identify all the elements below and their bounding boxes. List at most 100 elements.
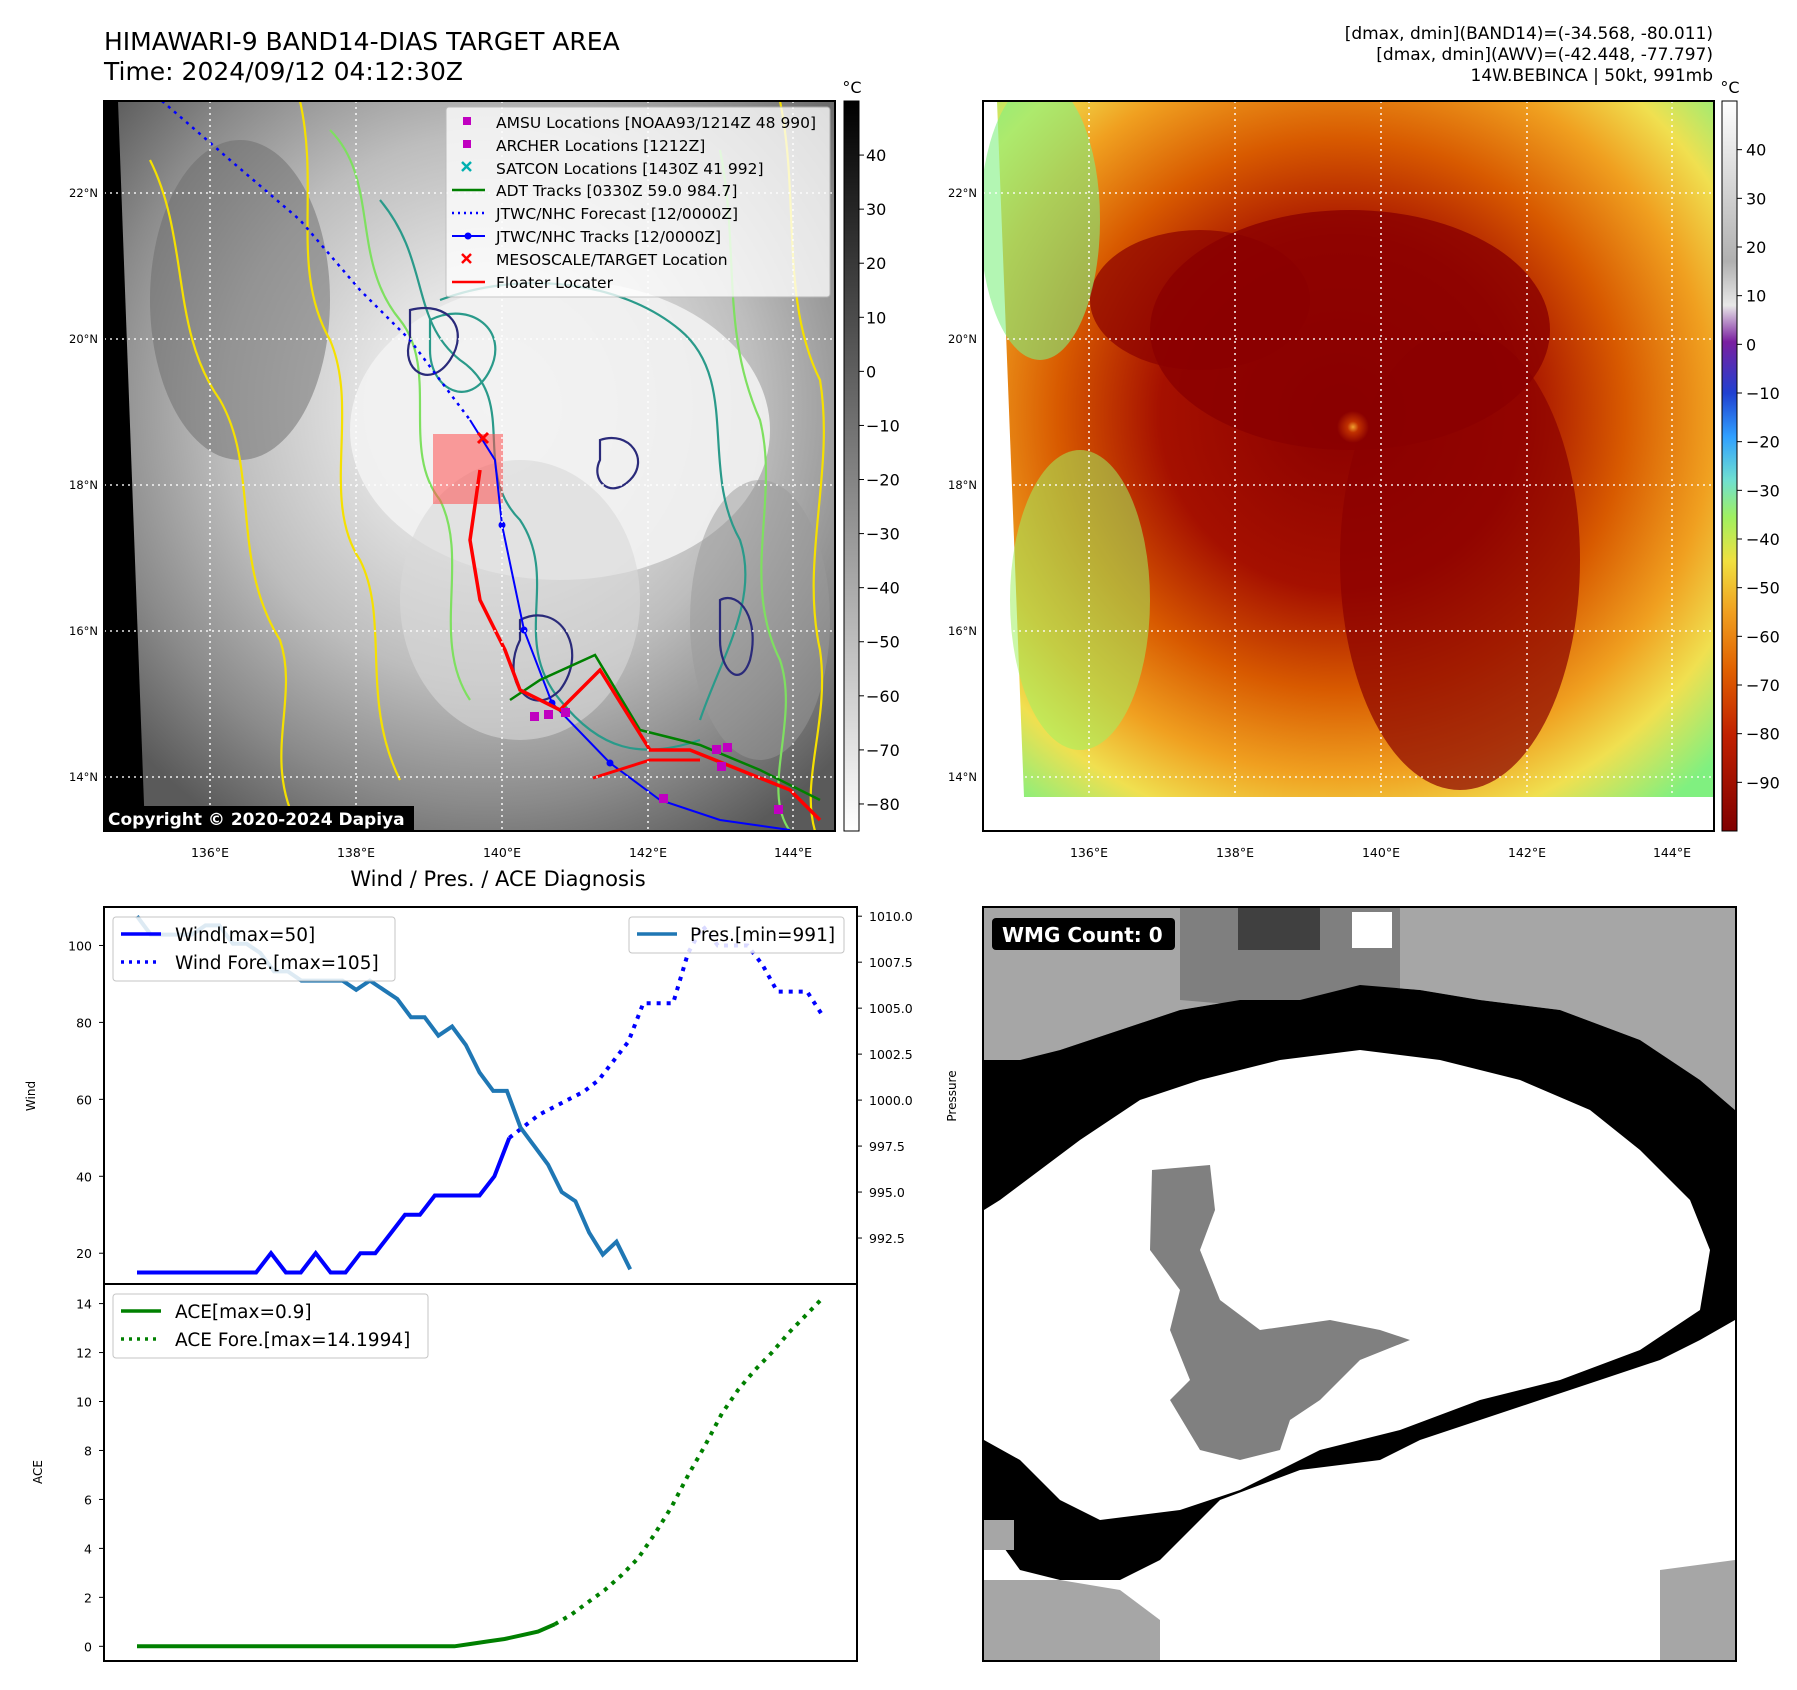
wind-axis-label: Wind: [24, 1081, 38, 1111]
lat-tick-18-right: 18°N: [948, 478, 977, 492]
legend-satcon: SATCON Locations [1430Z 41 992]: [496, 160, 764, 178]
pres-ytick-label: 992.5: [869, 1231, 905, 1246]
floater-box: [433, 434, 503, 504]
colorbar-right-tick-label: −70: [1746, 676, 1780, 695]
colorbar-right-tick-label: −50: [1746, 579, 1780, 598]
colorbar-left-tick-label: −10: [866, 416, 900, 435]
colorbar-right-tick-label: −80: [1746, 725, 1780, 744]
legend-tracks: JTWC/NHC Tracks [12/0000Z]: [495, 228, 721, 246]
wind-ytick-label: 20: [76, 1246, 92, 1261]
copyright-text: Copyright © 2020-2024 Dapiya: [108, 810, 405, 830]
pres-legend: Pres.[min=991]: [628, 916, 845, 954]
lon-tick-140-right: 140°E: [1362, 845, 1400, 860]
ace-legend: ACE[max=0.9] ACE Fore.[max=14.1994]: [112, 1293, 429, 1359]
colorbar-right-tick-label: 0: [1746, 335, 1756, 354]
colorbar-right-tick-label: −20: [1746, 433, 1780, 452]
pres-ytick-label: 995.0: [869, 1185, 905, 1200]
colorbar-left-tick-label: −70: [866, 741, 900, 760]
colorbar-right-tick-label: −60: [1746, 627, 1780, 646]
colorbar-right-tick-label: −40: [1746, 530, 1780, 549]
colorbar-unit-right: °C: [1720, 78, 1739, 97]
pres-ytick-label: 1007.5: [869, 955, 913, 970]
ace-ytick-label: 10: [76, 1395, 92, 1410]
ir-map-panel: Copyright © 2020-2024 Dapiya AMSU Locati…: [69, 100, 836, 860]
colorbar-unit-left: °C: [842, 78, 861, 97]
ace-ytick-label: 2: [84, 1590, 92, 1605]
wind-legend: Wind[max=50] Wind Fore.[max=105]: [112, 916, 396, 982]
stats-line2: [dmax, dmin](AWV)=(-42.448, -77.797): [1376, 45, 1713, 65]
legend-forecast: JTWC/NHC Forecast [12/0000Z]: [495, 205, 738, 223]
lon-tick-144-left: 144°E: [774, 845, 812, 860]
ace-ytick-label: 12: [76, 1346, 92, 1361]
ace-ytick-label: 8: [84, 1443, 92, 1458]
lon-tick-136-left: 136°E: [191, 845, 229, 860]
lon-tick-138-left: 138°E: [337, 845, 375, 860]
pres-ytick-label: 1010.0: [869, 909, 913, 924]
colorbar-right-tick-label: 20: [1746, 238, 1766, 257]
jtwc-forecast-track: [161, 101, 471, 421]
legend-ace-fore: ACE Fore.[max=14.1994]: [175, 1330, 410, 1351]
colorbar-left-tick-label: −40: [866, 579, 900, 598]
lon-tick-144-right: 144°E: [1653, 845, 1691, 860]
awv-map-panel: 136°E 138°E 140°E 142°E 144°E 22°N 20°N …: [948, 100, 1715, 860]
lon-tick-138-right: 138°E: [1216, 845, 1254, 860]
ir-colorbar: °C 40 30 20 10 0 −10 −20 −30 −40 −50 −60 −70 −80: [842, 78, 900, 832]
legend-wind: Wind[max=50]: [175, 925, 315, 946]
legend-wind-fore: Wind Fore.[max=105]: [175, 953, 379, 974]
ace-line: [137, 1622, 556, 1649]
wmg-count-label: WMG Count: 0: [1002, 923, 1163, 947]
wind-pres-chart: 20 40 60 80 100 992.5 995.0 997.5 1000.0 1002.5 10…: [24, 906, 959, 1285]
lat-tick-16-left: 16°N: [69, 624, 98, 638]
awv-colorbar: °C 40 30 20 10 0 −10 −20 −30 −40 −50 −60 −70 −80 −90: [1720, 78, 1780, 832]
lat-tick-16-right: 16°N: [948, 624, 977, 638]
legend-ace: ACE[max=0.9]: [175, 1302, 312, 1323]
map-legend: AMSU Locations [NOAA93/1214Z 48 990] ARC…: [445, 106, 831, 298]
lat-tick-14-left: 14°N: [69, 770, 98, 784]
colorbar-left-tick-label: 0: [866, 362, 876, 381]
legend-meso: MESOSCALE/TARGET Location: [496, 251, 728, 269]
pressure-axis-label: Pressure: [945, 1070, 959, 1121]
wind-line: [137, 1137, 512, 1275]
colorbar-left-tick-label: 20: [866, 254, 886, 273]
figure-title-line1: HIMAWARI-9 BAND14-DIAS TARGET AREA: [104, 27, 620, 56]
wind-ytick-label: 60: [76, 1092, 92, 1107]
storm-info: 14W.BEBINCA | 50kt, 991mb: [1471, 66, 1713, 86]
wind-ytick-label: 40: [76, 1169, 92, 1184]
legend-amsu: AMSU Locations [NOAA93/1214Z 48 990]: [496, 114, 816, 132]
colorbar-right-tick-label: 30: [1746, 189, 1766, 208]
lon-tick-136-right: 136°E: [1070, 845, 1108, 860]
colorbar-right-tick-label: −30: [1746, 481, 1780, 500]
ace-chart: 0 2 4 6 8 10 12 14 ACE ACE[max=0.9] ACE Fore.[m…: [31, 1283, 858, 1662]
colorbar-right-tick-label: −10: [1746, 384, 1780, 403]
legend-floater: Floater Locater: [496, 274, 614, 292]
colorbar-left-tick-label: −30: [866, 525, 900, 544]
colorbar-right-tick-label: −90: [1746, 773, 1780, 792]
pres-ytick-label: 1005.0: [869, 1001, 913, 1016]
colorbar-right-tick-label: 40: [1746, 141, 1766, 160]
colorbar-left-tick-label: −20: [866, 471, 900, 490]
lat-tick-22-left: 22°N: [69, 186, 98, 200]
lon-tick-142-left: 142°E: [629, 845, 667, 860]
wind-forecast-line: [508, 922, 824, 1140]
lat-tick-20-right: 20°N: [948, 332, 977, 346]
legend-archer: ARCHER Locations [1212Z]: [496, 137, 705, 155]
colorbar-left-tick-label: −80: [866, 795, 900, 814]
adt-track: [509, 653, 821, 802]
lon-tick-142-right: 142°E: [1508, 845, 1546, 860]
pres-ytick-label: 1000.0: [869, 1093, 913, 1108]
colorbar-left-tick-label: 10: [866, 308, 886, 327]
wind-ytick-label: 80: [76, 1015, 92, 1030]
legend-adt: ADT Tracks [0330Z 59.0 984.7]: [496, 182, 737, 200]
ace-ytick-label: 0: [84, 1639, 92, 1654]
ace-ytick-label: 6: [84, 1492, 92, 1507]
colorbar-left-tick-label: 30: [866, 200, 886, 219]
ace-axis-label: ACE: [31, 1460, 45, 1484]
diagnosis-title: Wind / Pres. / ACE Diagnosis: [350, 867, 645, 891]
pres-ytick-label: 997.5: [869, 1139, 905, 1154]
pres-ytick-label: 1002.5: [869, 1047, 913, 1062]
ace-ytick-label: 14: [76, 1297, 92, 1312]
figure-title-line2: Time: 2024/09/12 04:12:30Z: [103, 57, 463, 86]
colorbar-left-tick-label: −50: [866, 633, 900, 652]
lon-tick-140-left: 140°E: [483, 845, 521, 860]
